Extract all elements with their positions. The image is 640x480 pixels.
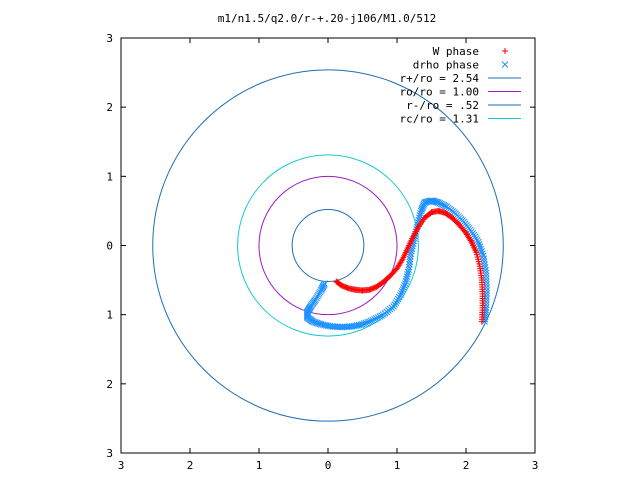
drho-phase-point-fill (398, 288, 406, 295)
drho-phase-point-fill (482, 298, 490, 306)
legend-entry: W phase (433, 45, 508, 58)
drho-phase-point-fill (417, 209, 424, 217)
drho-phase-point-fill (360, 320, 368, 328)
drho-phase-point-fill (362, 319, 370, 327)
legend-entry: r-/ro = .52 (406, 99, 521, 112)
y-tick-label: 2 (106, 378, 113, 391)
y-tick-label: 0 (106, 240, 113, 253)
drho-phase-point-fill (366, 318, 373, 325)
x-tick-label: 2 (187, 459, 194, 472)
drho-phase-point-fill (372, 315, 380, 322)
legend-swatch (502, 48, 508, 54)
drho-phase-point-fill (371, 315, 378, 323)
x-tick-label: 3 (532, 459, 539, 472)
circle-series-1 (258, 175, 398, 316)
drho-phase-point-fill (378, 312, 385, 319)
drho-phase-point-fill (397, 289, 405, 297)
drho-phase-point-fill (399, 286, 407, 293)
legend-entry: rc/ro = 1.31 (400, 113, 521, 126)
legend-entry: ro/ro = 1.00 (400, 86, 521, 99)
w-phase-point-fill (467, 237, 474, 244)
drho-phase-point-fill (367, 317, 375, 325)
x-tick-label: 1 (394, 459, 401, 472)
drho-phase-point-fill (364, 318, 372, 326)
x-tick-label: 1 (256, 459, 263, 472)
drho-phase-point-fill (478, 247, 485, 255)
y-tick-label: 3 (106, 447, 113, 460)
legend-label: rc/ro = 1.31 (400, 113, 479, 126)
drho-phase-point (397, 291, 404, 299)
drho-phase-point (483, 287, 491, 294)
drho-phase-point-fill (482, 275, 490, 283)
y-tick-label: 2 (106, 101, 113, 114)
legend-label: drho phase (413, 59, 479, 72)
x-tick-label: 2 (463, 459, 470, 472)
drho-phase-point-fill (432, 198, 440, 206)
drho-phase-point-fill (475, 240, 483, 248)
x-tick-label: 0 (325, 459, 332, 472)
drho-phase-point-fill (400, 284, 408, 291)
drho-phase-point (359, 320, 366, 328)
legend-label: r+/ro = 2.54 (400, 72, 480, 85)
drho-phase-point-fill (401, 282, 408, 289)
circles-layer (152, 69, 504, 422)
w-phase-point (478, 318, 485, 325)
drho-phase-point-fill (374, 314, 382, 321)
chart-title: m1/n1.5/q2.0/r-+.20-j106/M1.0/512 (218, 12, 437, 25)
circle-series-0 (152, 69, 504, 422)
circle-series-3 (237, 154, 419, 337)
w-phase-point-fill (398, 257, 405, 264)
drho-phase-point (475, 238, 482, 246)
legend-label: r-/ro = .52 (406, 99, 479, 112)
drho-phase-point-fill (476, 243, 484, 251)
y-tick-label: 1 (106, 309, 113, 322)
drho-phase-point (369, 316, 377, 324)
legend-swatch (501, 61, 509, 68)
drho-phase-point-fill (479, 250, 486, 257)
y-tick-label: 1 (106, 170, 113, 183)
legend-label: W phase (433, 45, 479, 58)
drho-phase-point-fill (376, 313, 384, 320)
y-tick-label: 3 (106, 32, 113, 45)
drho-phase-point (407, 250, 415, 258)
drho-phase-point-fill (477, 245, 485, 253)
points-layer (303, 197, 491, 331)
legend-entry: r+/ro = 2.54 (400, 72, 521, 85)
drho-phase-point-fill (407, 253, 414, 260)
circle-series-2 (291, 209, 365, 282)
legend-entry: drho phase (413, 59, 509, 72)
x-tick-label: 3 (118, 459, 125, 472)
legend-label: ro/ro = 1.00 (400, 86, 479, 99)
